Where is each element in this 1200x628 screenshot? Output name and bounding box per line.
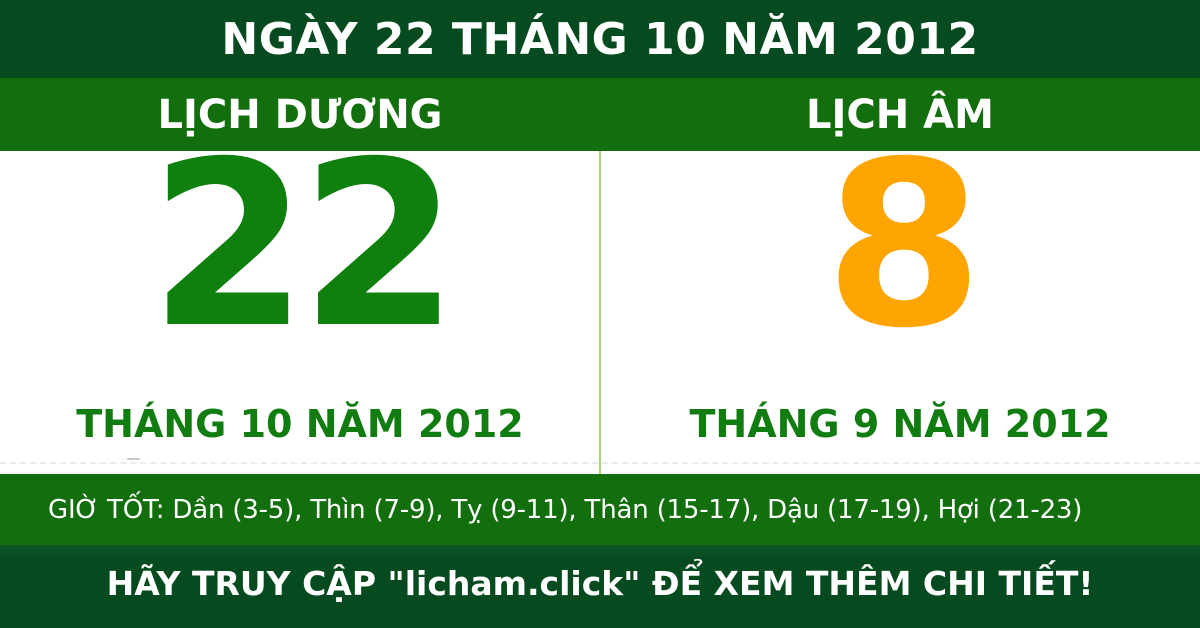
good-hours-bar: GIỜ TỐT: Dần (3-5), Thìn (7-9), Tỵ (9-11… — [0, 474, 1200, 545]
solar-month-label: THÁNG 10 NĂM 2012 — [76, 402, 524, 446]
calendar-type-bar: LỊCH DƯƠNG LỊCH ÂM — [0, 78, 1200, 151]
lunar-month-label: THÁNG 9 NĂM 2012 — [689, 402, 1111, 446]
calendar-body: 22 THÁNG 10 NĂM 2012 8 THÁNG 9 NĂM 2012 — [0, 151, 1200, 474]
date-header-title: NGÀY 22 THÁNG 10 NĂM 2012 — [221, 13, 979, 65]
tab-lunar-calendar: LỊCH ÂM — [806, 91, 994, 138]
good-hours-text: GIỜ TỐT: Dần (3-5), Thìn (7-9), Tỵ (9-11… — [48, 494, 1083, 525]
column-divider — [599, 151, 601, 474]
perforation-line — [0, 462, 1200, 464]
lunar-day-number: 8 — [824, 151, 984, 378]
lunar-day-panel: 8 THÁNG 9 NĂM 2012 — [600, 151, 1200, 474]
footer-bar: HÃY TRUY CẬP "licham.click" ĐỂ XEM THÊM … — [0, 545, 1200, 628]
solar-day-number: 22 — [149, 151, 458, 378]
date-header-bar: NGÀY 22 THÁNG 10 NĂM 2012 — [0, 0, 1200, 78]
footer-cta-text: HÃY TRUY CẬP "licham.click" ĐỂ XEM THÊM … — [106, 564, 1094, 603]
solar-day-panel: 22 THÁNG 10 NĂM 2012 — [0, 151, 600, 474]
smudge-mark — [127, 458, 140, 460]
tab-solar-calendar: LỊCH DƯƠNG — [157, 91, 443, 138]
